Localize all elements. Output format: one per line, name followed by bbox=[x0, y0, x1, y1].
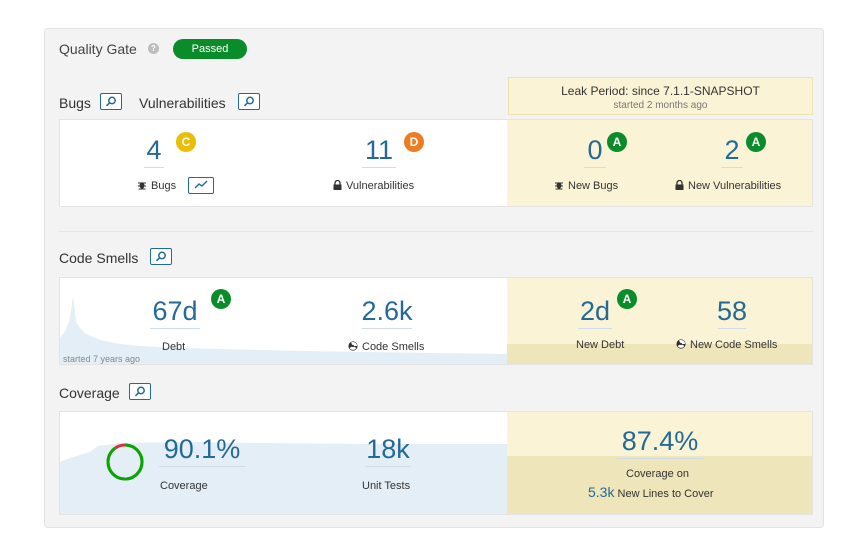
debt-label: Debt bbox=[162, 341, 186, 353]
code-smells-section-title: Code Smells bbox=[59, 250, 139, 266]
new-debt-value[interactable]: 2d bbox=[579, 296, 611, 326]
vulnerabilities-rating[interactable]: D bbox=[404, 132, 424, 152]
new-vulnerabilities-rating[interactable]: A bbox=[746, 132, 766, 152]
coverage-donut-chart bbox=[106, 443, 144, 481]
coverage-section-title: Coverage bbox=[59, 385, 120, 401]
code-smells-label: Code Smells bbox=[348, 341, 424, 353]
new-lines-value[interactable]: 5.3k bbox=[588, 484, 615, 500]
debt-rating[interactable]: A bbox=[211, 289, 231, 309]
bug-icon bbox=[555, 182, 563, 190]
code-smells-value[interactable]: 2.6k bbox=[361, 296, 413, 326]
coverage-drilldown-button[interactable] bbox=[129, 383, 151, 400]
code-smells-drilldown-button[interactable] bbox=[150, 248, 172, 265]
leak-period-subtitle: started 2 months ago bbox=[613, 100, 708, 111]
bugs-drilldown-button[interactable] bbox=[100, 93, 122, 110]
help-icon[interactable]: ? bbox=[148, 43, 159, 54]
search-icon bbox=[105, 96, 116, 107]
unit-tests-value[interactable]: 18k bbox=[366, 434, 410, 464]
leak-period-box: Leak Period: since 7.1.1-SNAPSHOT starte… bbox=[508, 77, 813, 115]
debt-history-note: started 7 years ago bbox=[63, 354, 141, 364]
chart-line-icon bbox=[194, 180, 208, 189]
radiation-icon bbox=[348, 341, 358, 351]
quality-gate-title: Quality Gate bbox=[59, 41, 137, 57]
quality-gate-status-badge: Passed bbox=[173, 39, 247, 59]
new-coverage-label: Coverage on bbox=[626, 468, 689, 480]
section-divider bbox=[59, 231, 813, 232]
leak-period-title: Leak Period: since 7.1.1-SNAPSHOT bbox=[561, 84, 760, 98]
coverage-leak-panel bbox=[507, 412, 812, 514]
radiation-icon bbox=[676, 339, 686, 349]
lock-icon bbox=[333, 179, 342, 190]
new-lines-label: New Lines to Cover bbox=[617, 488, 714, 500]
reliability-leak-panel bbox=[507, 120, 812, 206]
new-code-smells-value[interactable]: 58 bbox=[716, 296, 748, 326]
new-vulnerabilities-label: New Vulnerabilities bbox=[675, 179, 781, 192]
coverage-panel: 90.1% Coverage 18k Unit Tests 87.4% Cove… bbox=[59, 411, 813, 515]
new-coverage-value[interactable]: 87.4% bbox=[621, 426, 699, 456]
vulnerabilities-label: Vulnerabilities bbox=[333, 179, 414, 192]
maintainability-leak-panel bbox=[507, 278, 812, 364]
new-bugs-value[interactable]: 0 bbox=[587, 135, 603, 165]
bugs-rating[interactable]: C bbox=[176, 132, 196, 152]
search-icon bbox=[155, 251, 166, 262]
bug-icon bbox=[138, 182, 146, 190]
bugs-history-button[interactable] bbox=[188, 177, 214, 194]
bugs-section-title: Bugs bbox=[59, 95, 91, 111]
new-bugs-label: New Bugs bbox=[554, 180, 618, 192]
new-code-smells-label: New Code Smells bbox=[676, 339, 777, 351]
reliability-panel: 4 C Bugs 11 D Vulnerabilities 0 A New Bu… bbox=[59, 119, 813, 207]
coverage-history-sparkline bbox=[60, 442, 509, 514]
maintainability-panel: 67d A Debt started 7 years ago 2.6k Code… bbox=[59, 277, 813, 365]
bugs-label: Bugs bbox=[137, 180, 176, 192]
new-debt-rating[interactable]: A bbox=[617, 289, 637, 309]
lock-icon bbox=[675, 179, 684, 190]
coverage-label: Coverage bbox=[160, 480, 208, 492]
search-icon bbox=[134, 386, 145, 397]
new-vulnerabilities-value[interactable]: 2 bbox=[724, 135, 740, 165]
coverage-value[interactable]: 90.1% bbox=[163, 434, 241, 464]
vulnerabilities-drilldown-button[interactable] bbox=[238, 93, 260, 110]
debt-history-sparkline bbox=[60, 296, 509, 364]
quality-gate-card: Quality Gate ? Passed Bugs Vulnerabiliti… bbox=[44, 28, 824, 528]
new-bugs-rating[interactable]: A bbox=[607, 132, 627, 152]
bugs-value[interactable]: 4 bbox=[146, 135, 162, 165]
unit-tests-label: Unit Tests bbox=[362, 480, 411, 492]
vulnerabilities-section-title: Vulnerabilities bbox=[139, 95, 226, 111]
search-icon bbox=[243, 96, 254, 107]
debt-value[interactable]: 67d bbox=[152, 296, 198, 326]
vulnerabilities-value[interactable]: 11 bbox=[364, 135, 394, 165]
new-debt-label: New Debt bbox=[576, 339, 625, 351]
new-lines-to-cover: 5.3k New Lines to Cover bbox=[588, 484, 714, 500]
